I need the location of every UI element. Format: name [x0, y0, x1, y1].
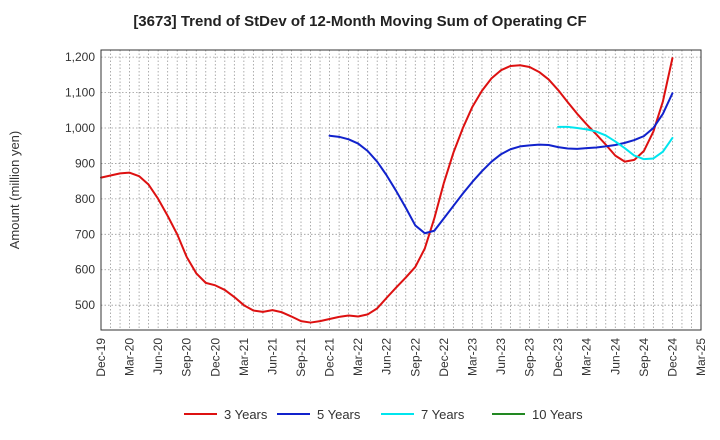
grid	[100, 50, 702, 330]
y-tick-label: 700	[75, 227, 95, 241]
series-layer	[100, 57, 674, 324]
y-tick-label: 900	[75, 156, 95, 170]
x-tick-label: Mar-25	[694, 338, 708, 376]
y-tick-label: 1,100	[65, 86, 95, 100]
x-tick-label: Sep-24	[637, 338, 651, 377]
y-tick-label: 500	[75, 298, 95, 312]
x-tick-label: Mar-23	[465, 338, 479, 376]
plot-frame	[100, 49, 702, 331]
x-tick-label: Sep-22	[408, 338, 422, 377]
x-tick-label: Dec-24	[665, 338, 679, 377]
y-tick-labels: 500 600 700 800 900 1,000 1,100 1,200	[65, 50, 95, 312]
y-tick-label: 600	[75, 263, 95, 277]
y-axis-label: Amount (million yen)	[7, 131, 22, 250]
x-tick-label: Sep-23	[523, 338, 537, 377]
legend-label-10-years: 10 Years	[532, 407, 583, 422]
x-tick-label: Mar-20	[123, 338, 137, 376]
x-tick-label: Dec-21	[323, 338, 337, 377]
y-tick-label: 1,000	[65, 121, 95, 135]
series-line-3-years	[100, 57, 674, 324]
x-tick-label: Sep-20	[180, 338, 194, 377]
x-tick-label: Mar-22	[351, 338, 365, 376]
series-line-7-years	[557, 125, 674, 161]
x-tick-label: Jun-23	[494, 338, 508, 375]
x-tick-label: Mar-24	[580, 338, 594, 376]
series-line-5-years	[328, 92, 674, 235]
x-tick-label: Mar-21	[237, 338, 251, 376]
x-tick-label: Jun-20	[151, 338, 165, 375]
legend-label-5-years: 5 Years	[317, 407, 361, 422]
legend-label-7-years: 7 Years	[421, 407, 465, 422]
x-tick-label: Dec-20	[208, 338, 222, 377]
x-tick-label: Dec-23	[551, 338, 565, 377]
x-tick-label: Dec-22	[437, 338, 451, 377]
x-tick-label: Jun-21	[265, 338, 279, 375]
x-tick-label: Sep-21	[294, 338, 308, 377]
x-tick-label: Jun-22	[380, 338, 394, 375]
chart-title: [3673] Trend of StDev of 12-Month Moving…	[133, 13, 586, 30]
y-tick-label: 800	[75, 192, 95, 206]
x-tick-label: Dec-19	[94, 338, 108, 377]
x-tick-label: Jun-24	[608, 338, 622, 375]
y-tick-label: 1,200	[65, 50, 95, 64]
legend-label-3-years: 3 Years	[224, 407, 268, 422]
x-tick-labels: Dec-19 Mar-20 Jun-20 Sep-20 Dec-20 Mar-21 Jun-…	[94, 338, 708, 377]
legend: 3 Years 5 Years 7 Years 10 Years	[184, 407, 583, 422]
